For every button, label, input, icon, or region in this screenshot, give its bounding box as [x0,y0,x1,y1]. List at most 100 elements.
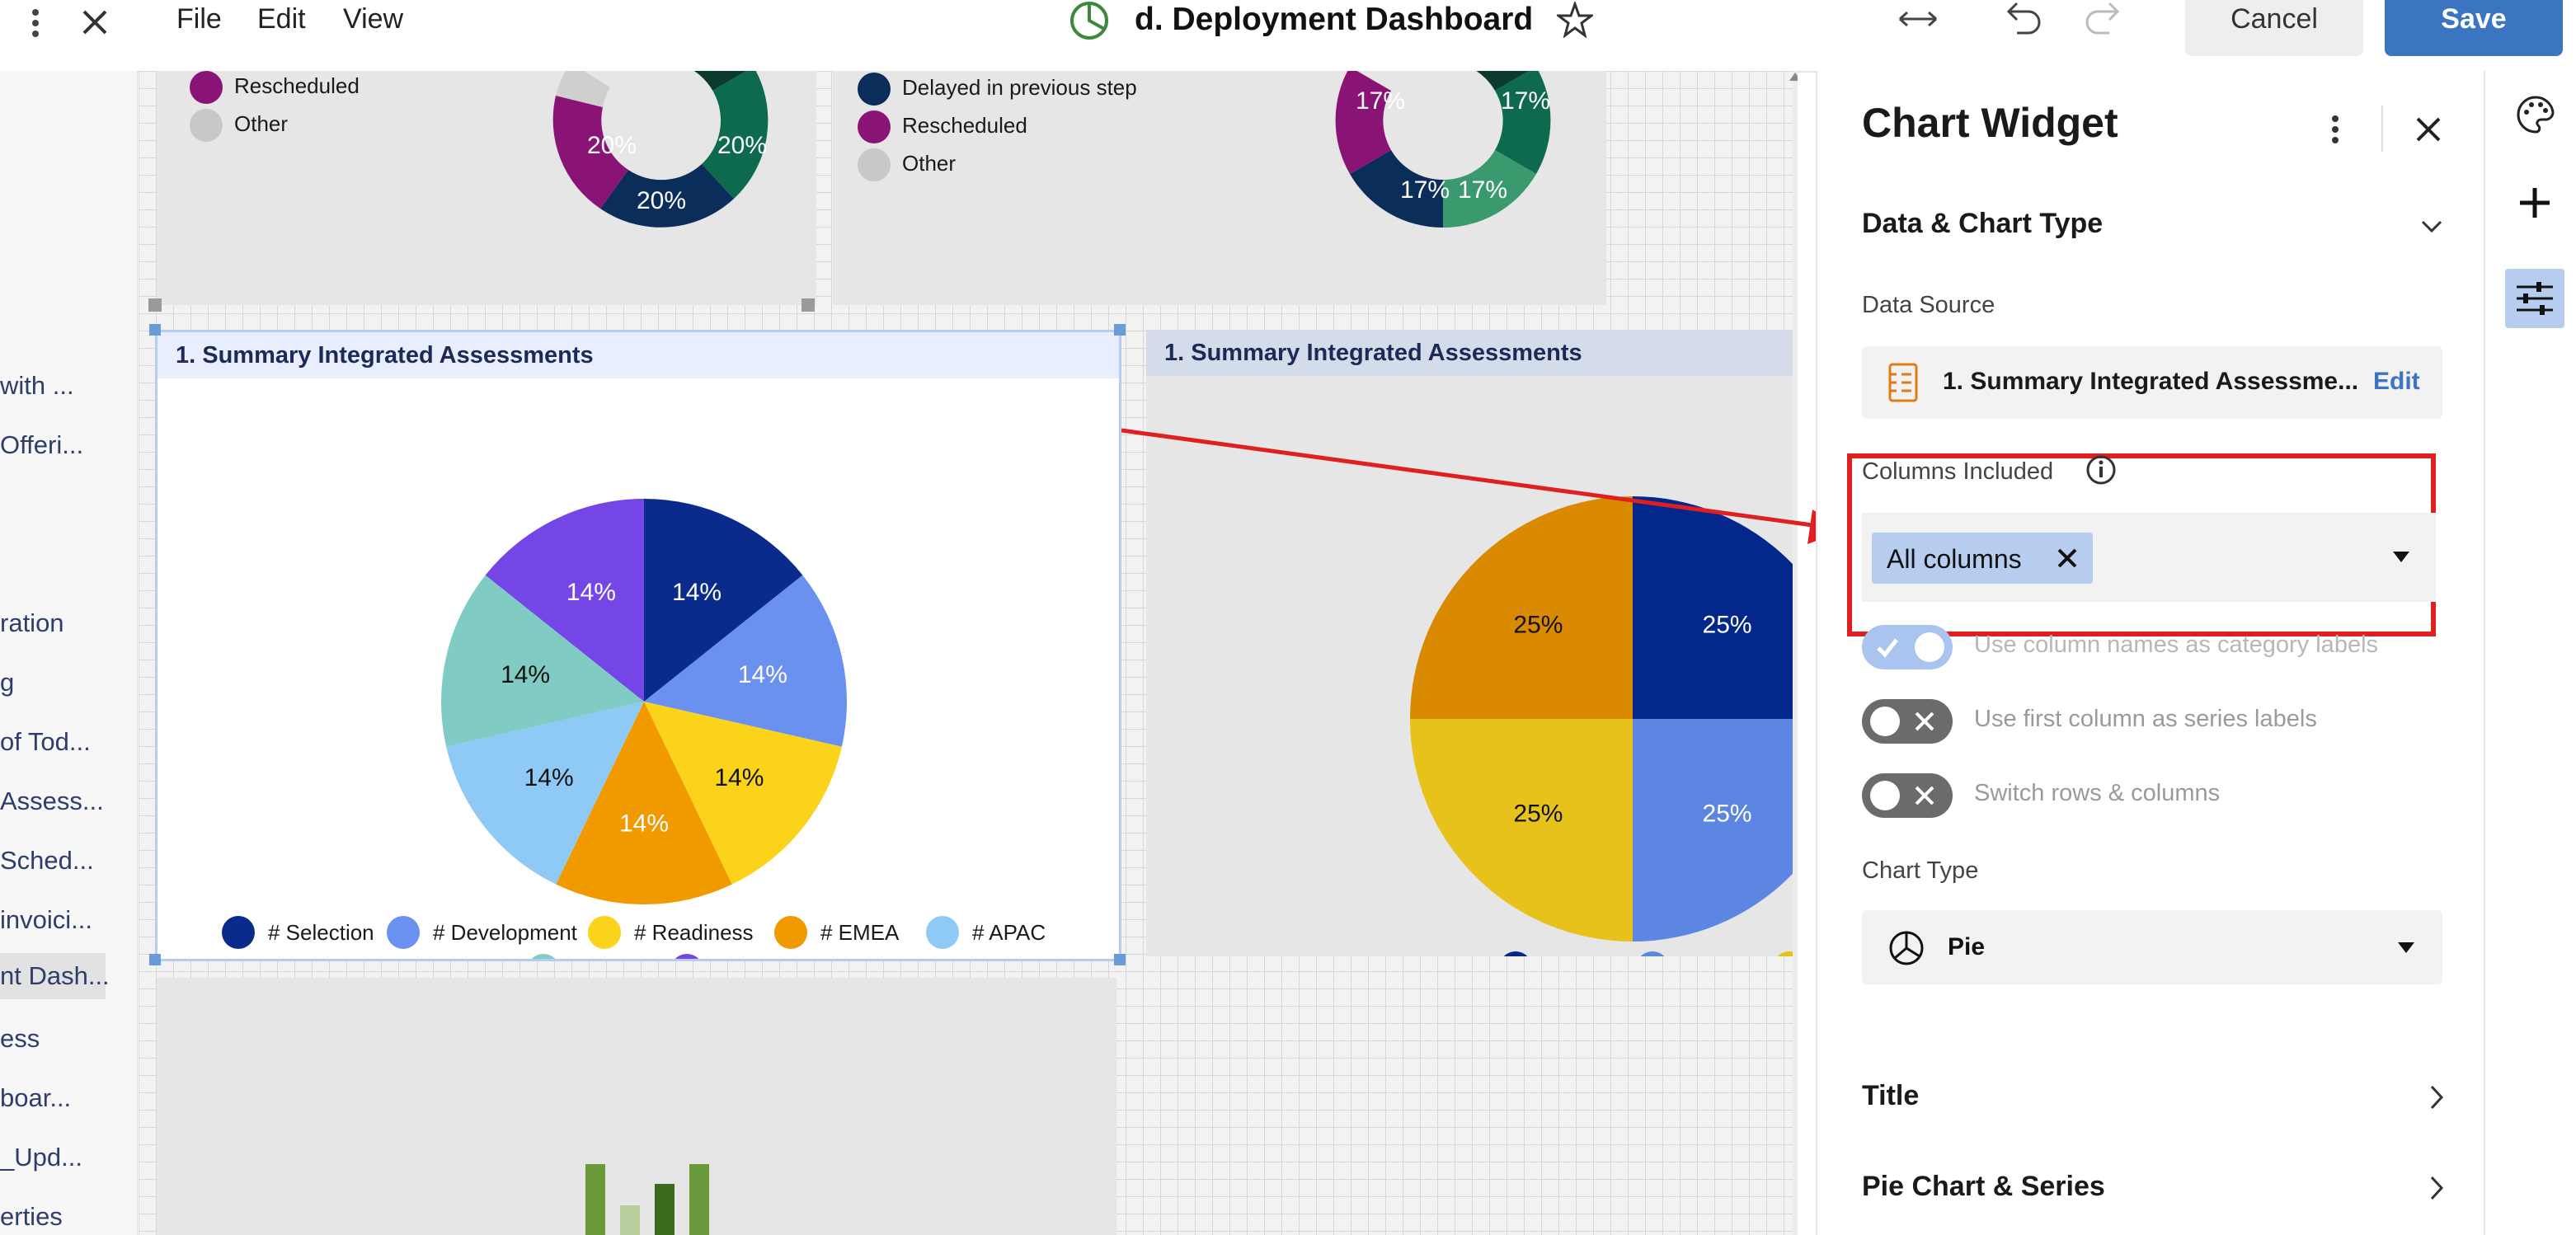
toggle-label: Switch rows & columns [1974,780,2221,806]
toggle-switch-rows[interactable] [1862,773,1953,818]
selection-handle[interactable] [1114,954,1126,965]
redo-icon[interactable] [2083,0,2124,36]
sidebar-item[interactable]: _Upd... [0,1143,82,1172]
sidebar-item-label: nt Dash... [0,961,110,990]
kebab-icon[interactable] [2329,114,2342,147]
bar [620,1205,640,1235]
kebab-icon[interactable] [25,7,46,40]
sidebar-item[interactable]: of Tod... [0,727,91,756]
sidebar-item[interactable]: g [0,668,15,697]
panel-title: Chart Widget [1862,100,2118,146]
star-icon[interactable] [1554,0,1596,39]
info-icon[interactable] [2085,453,2118,486]
pie-slice [644,499,803,702]
legend-swatch [387,916,420,949]
cancel-button[interactable]: Cancel [2185,0,2363,56]
legend-label: # NA [717,958,764,959]
save-button[interactable]: Save [2385,0,2563,56]
toggle-category-labels[interactable] [1862,625,1953,669]
legend-item: Other [190,109,288,142]
columns-select[interactable]: All columns [1862,513,2436,602]
pie-slice [441,575,644,747]
donut-slice [693,71,747,91]
widget-card[interactable]: Rescheduled Other 20% 20% 20% [157,71,816,305]
legend-swatch [222,916,255,949]
columns-included-label: Columns Included [1862,458,2054,485]
palette-icon[interactable] [2515,94,2556,135]
resize-handle[interactable] [801,298,815,312]
divider [2381,106,2383,152]
chevron-right-icon [2430,1085,2444,1110]
plus-icon[interactable] [2518,186,2551,219]
close-icon[interactable] [2414,115,2442,143]
toggle-series-labels[interactable] [1862,699,1953,744]
sidebar-item-selected[interactable]: nt Dash... [0,953,110,999]
donut-slice [1476,71,1530,91]
menu-file[interactable]: File [176,3,222,35]
pie-label: 14% [672,579,722,606]
data-source-box[interactable]: 1. Summary Integrated Assessme... Edit [1862,346,2442,419]
section-label: Pie Chart & Series [1862,1171,2105,1202]
sidebar-item[interactable]: invoici... [0,905,92,934]
donut-label: 17% [1356,87,1405,115]
widget-card[interactable] [157,978,1116,1235]
selection-handle[interactable] [149,954,161,965]
pie-slice [556,702,732,904]
pie-slice [1633,496,1798,719]
column-chip[interactable]: All columns [1872,533,2093,584]
widget-card[interactable]: 1. Summary Integrated Assessments 25% 25%… [1146,330,1798,956]
pie-label: 25% [1513,801,1563,828]
x-icon [1915,711,1934,731]
dropdown-arrow-icon[interactable] [2396,940,2416,956]
legend-item: Rescheduled [858,110,1027,143]
scroll-up-arrow[interactable] [1789,73,1798,81]
section-data-chart-type[interactable]: Data & Chart Type [1862,208,2447,254]
edit-link[interactable]: Edit [2373,368,2420,395]
widget-card-selected[interactable]: 1. Summary Integrated Assessments 14% 14%… [155,330,1121,961]
menu-edit[interactable]: Edit [257,3,306,35]
sidebar-item[interactable]: ration [0,608,64,637]
resize-icon[interactable] [1897,7,1939,31]
widget-card[interactable]: Delayed in previous step Rescheduled Oth… [833,71,1606,305]
section-title[interactable]: Title [1862,1080,2447,1126]
dashboard-canvas[interactable]: Rescheduled Other 20% 20% 20% Delayed in… [139,71,1798,1235]
sidebar-item[interactable]: with ... [0,371,74,400]
selection-handle[interactable] [149,324,161,336]
bar [585,1164,605,1235]
dropdown-arrow-icon[interactable] [2391,549,2411,566]
pie-label: 25% [1703,801,1752,828]
chip-close-icon[interactable] [2057,547,2078,569]
chart-type-select[interactable]: Pie [1862,910,2442,984]
chevron-down-icon [2421,220,2442,233]
sidebar-item[interactable]: erties [0,1202,63,1231]
pie-slice [485,499,644,702]
donut-label: 17% [1400,176,1450,204]
sidebar-item[interactable]: Sched... [0,846,94,875]
legend-swatch [774,916,807,949]
chart-widget-panel: Chart Widget Data & Chart Type Data Sour… [1816,71,2484,1235]
legend-label: # Selection [268,920,374,945]
donut-slice [702,71,769,199]
sidebar-item[interactable]: boar... [0,1083,72,1112]
resize-handle[interactable] [148,298,162,312]
pie-label: 14% [501,661,550,688]
sidebar-item[interactable]: Offeri... [0,430,84,459]
section-label: Title [1862,1080,1920,1111]
sidebar-item[interactable]: ess [0,1024,40,1053]
menu-view[interactable]: View [343,3,404,35]
toggle-label: Use column names as category labels [1974,632,2379,658]
undo-icon[interactable] [2002,0,2043,36]
section-pie-series[interactable]: Pie Chart & Series [1862,1171,2447,1217]
canvas-scrollbar[interactable] [1789,71,1798,1235]
sliders-icon[interactable] [2505,269,2564,328]
close-icon[interactable] [81,8,109,36]
legend-swatch [1640,951,1665,956]
bar [655,1184,675,1235]
sidebar-item[interactable]: Assess... [0,787,104,815]
donut-label: 20% [587,132,637,159]
pie-slice [644,702,842,885]
pie-slice [446,702,644,885]
selection-handle[interactable] [1114,324,1126,336]
pie-label: 14% [714,764,764,791]
datasource-icon [1888,363,1918,402]
